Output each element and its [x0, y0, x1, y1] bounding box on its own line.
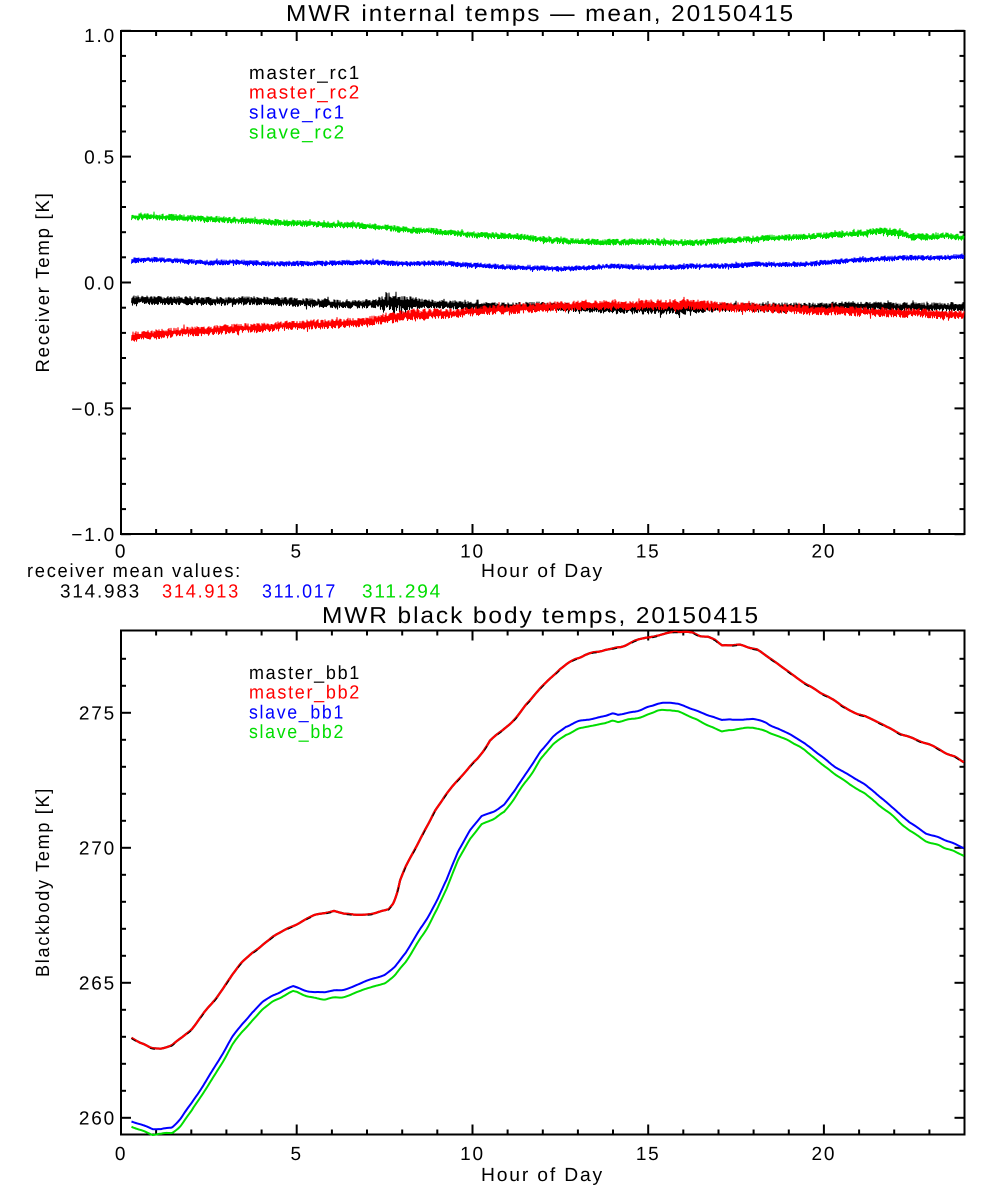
svg-text:311.017: 311.017 — [262, 582, 337, 603]
svg-text:0: 0 — [115, 542, 127, 563]
svg-text:15: 15 — [636, 1144, 661, 1165]
svg-text:0: 0 — [115, 1144, 127, 1165]
svg-text:master_bb2: master_bb2 — [249, 683, 361, 704]
svg-text:MWR black body temps, 20150415: MWR black body temps, 20150415 — [322, 602, 760, 628]
svg-text:0.0: 0.0 — [84, 273, 116, 294]
svg-text:260: 260 — [79, 1109, 116, 1130]
svg-text:5: 5 — [291, 1144, 303, 1165]
svg-text:Receiver Temp [K]: Receiver Temp [K] — [33, 192, 54, 373]
svg-text:receiver mean values:: receiver mean values: — [27, 561, 242, 582]
svg-text:314.983: 314.983 — [60, 582, 141, 603]
svg-text:master_bb1: master_bb1 — [249, 663, 361, 684]
svg-text:275: 275 — [79, 704, 116, 725]
svg-text:20: 20 — [812, 1144, 837, 1165]
svg-text:−0.5: −0.5 — [71, 399, 116, 420]
svg-text:Hour of Day: Hour of Day — [481, 561, 604, 582]
svg-text:slave_rc2: slave_rc2 — [249, 122, 346, 143]
svg-text:20: 20 — [812, 542, 837, 563]
svg-text:−1.0: −1.0 — [71, 525, 116, 546]
svg-text:master_rc1: master_rc1 — [249, 63, 361, 84]
svg-text:master_rc2: master_rc2 — [249, 83, 361, 104]
svg-text:311.294: 311.294 — [362, 582, 442, 603]
svg-text:10: 10 — [460, 1144, 485, 1165]
svg-text:1.0: 1.0 — [84, 26, 116, 47]
svg-text:Hour of Day: Hour of Day — [481, 1165, 604, 1186]
svg-text:slave_bb1: slave_bb1 — [249, 703, 345, 724]
svg-text:10: 10 — [460, 542, 485, 563]
svg-text:314.913: 314.913 — [162, 582, 240, 603]
svg-text:MWR internal temps — mean, 201: MWR internal temps — mean, 20150415 — [286, 0, 795, 26]
svg-text:Blackbody Temp [K]: Blackbody Temp [K] — [33, 787, 54, 977]
svg-text:265: 265 — [79, 974, 116, 995]
svg-text:slave_bb2: slave_bb2 — [249, 722, 345, 743]
svg-text:0.5: 0.5 — [84, 148, 116, 169]
svg-text:5: 5 — [291, 542, 303, 563]
svg-text:270: 270 — [79, 839, 116, 860]
svg-text:15: 15 — [636, 542, 661, 563]
svg-text:slave_rc1: slave_rc1 — [249, 103, 346, 124]
